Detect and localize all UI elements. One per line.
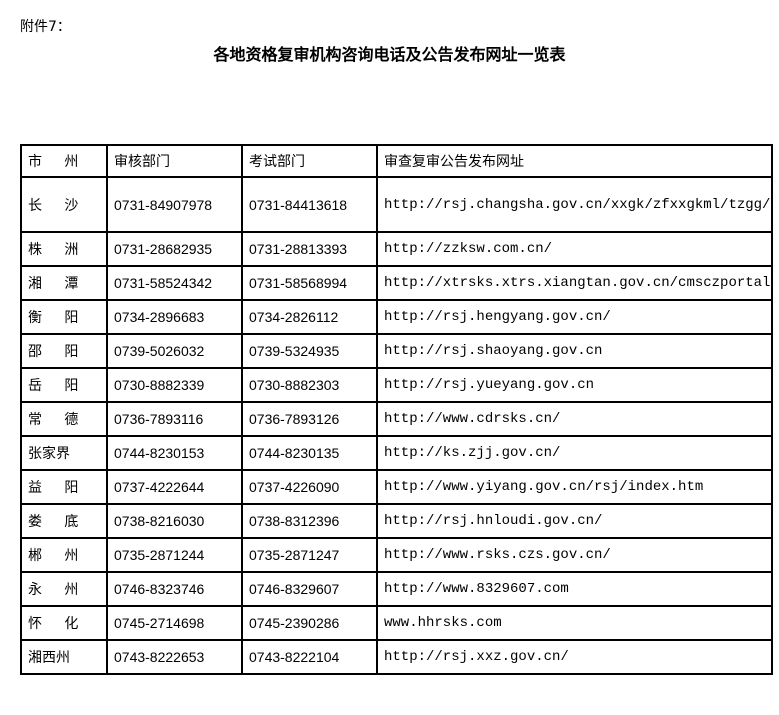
review-phone-cell: 0731-84907978 [106,176,243,233]
table-row: 常德 0736-7893116 0736-7893126 http://www.cdr… [20,401,773,437]
city-cell: 娄底 [20,503,108,539]
city-cell: 郴州 [20,537,108,573]
review-phone-cell: 0744-8230153 [106,435,243,471]
review-phone-cell: 0743-8222653 [106,639,243,675]
table-row: 永州 0746-8323746 0746-8329607 http://www.832… [20,571,773,607]
table-row: 邵阳 0739-5026032 0739-5324935 http://rsj.sha… [20,333,773,369]
contact-table: 市州 审核部门 考试部门 审查复审公告发布网址 长沙 0731-84907978 0… [20,144,773,675]
review-phone-cell: 0736-7893116 [106,401,243,437]
city-cell: 邵阳 [20,333,108,369]
city-cell: 衡阳 [20,299,108,335]
exam-phone-cell: 0738-8312396 [241,503,378,539]
url-cell[interactable]: http://ks.zjj.gov.cn/ [376,435,773,471]
exam-phone-cell: 0730-8882303 [241,367,378,403]
city-cell: 常德 [20,401,108,437]
exam-phone-cell: 0735-2871247 [241,537,378,573]
exam-phone-cell: 0731-28813393 [241,231,378,267]
review-phone-cell: 0735-2871244 [106,537,243,573]
exam-phone-cell: 0745-2390286 [241,605,378,641]
city-cell: 怀化 [20,605,108,641]
table-row: 衡阳 0734-2896683 0734-2826112 http://rsj.hen… [20,299,773,335]
table-row: 怀化 0745-2714698 0745-2390286 www.hhrsks.com [20,605,773,641]
city-cell: 株洲 [20,231,108,267]
exam-phone-cell: 0731-​84413618 [241,176,378,233]
url-cell[interactable]: http://rsj.hengyang.gov.cn/ [376,299,773,335]
url-cell[interactable]: http://rsj.shaoyang.gov.cn [376,333,773,369]
url-cell[interactable]: http://xtrsks.xtrs.xiangtan.gov.cn/cmscz… [376,265,773,301]
exam-phone-cell: 0746-8329607 [241,571,378,607]
city-cell: 益阳 [20,469,108,505]
url-cell[interactable]: http://rsj.hnloudi.gov.cn/ [376,503,773,539]
attachment-label: 附件7： [20,19,71,35]
review-phone-cell: 0737-4222644 [106,469,243,505]
city-cell: 长沙 [20,176,108,233]
url-cell[interactable]: http://www.cdrsks.cn/ [376,401,773,437]
city-cell: 湘潭 [20,265,108,301]
header-url: 审查复审公告发布网址 [376,144,773,178]
url-cell[interactable]: http://rsj.yueyang.gov.cn [376,367,773,403]
city-cell: 岳阳 [20,367,108,403]
exam-phone-cell: 0739-5324935 [241,333,378,369]
url-cell[interactable]: http://rsj.changsha.gov.cn/xxgk/zfxxgkml… [376,176,773,233]
review-phone-cell: 0746-8323746 [106,571,243,607]
exam-phone-cell: 0734-2826112 [241,299,378,335]
review-phone-cell: 0739-5026032 [106,333,243,369]
review-phone-cell: 0734-2896683 [106,299,243,335]
table-row: 长沙 0731-84907978 0731-​84413618 http://rsj.… [20,176,773,233]
url-cell[interactable]: http://rsj.xxz.gov.cn/ [376,639,773,675]
url-cell[interactable]: www.hhrsks.com [376,605,773,641]
table-row: 益阳 0737-4222644 0737-4226090 http://www.yiy… [20,469,773,505]
header-exam-dept: 考试部门 [241,144,378,178]
table-row: 张家界 0744-8230153 0744-8230135 http://ks.zjj… [20,435,773,471]
table-row: 岳阳 0730-8882339 0730-8882303 http://rsj.yue… [20,367,773,403]
exam-phone-cell: 0736-7893126 [241,401,378,437]
exam-phone-cell: 0731-58568994 [241,265,378,301]
city-cell: 张家界 [20,435,108,471]
city-cell: 湘西州 [20,639,108,675]
exam-phone-cell: 0737-4226090 [241,469,378,505]
table-row: 株洲 0731-28682935 0731-28813393 http://zzksw… [20,231,773,267]
table-row: 湘西州 0743-8222653 0743-8222104 http://rsj.xx… [20,639,773,675]
exam-phone-cell: 0743-8222104 [241,639,378,675]
url-cell[interactable]: http://www.8329607.com [376,571,773,607]
review-phone-cell: 0738-8216030 [106,503,243,539]
header-review-dept: 审核部门 [106,144,243,178]
table-header-row: 市州 审核部门 考试部门 审查复审公告发布网址 [20,144,773,178]
review-phone-cell: 0730-8882339 [106,367,243,403]
exam-phone-cell: 0744-8230135 [241,435,378,471]
city-cell: 永州 [20,571,108,607]
table-row: 郴州 0735-2871244 0735-2871247 http://www.rsk… [20,537,773,573]
review-phone-cell: 0745-2714698 [106,605,243,641]
header-city: 市州 [20,144,108,178]
url-cell[interactable]: http://www.yiyang.gov.cn/rsj/index.htm [376,469,773,505]
table-row: 娄底 0738-8216030 0738-8312396 http://rsj.hnl… [20,503,773,539]
url-cell[interactable]: http://zzksw.com.cn/ [376,231,773,267]
table-row: 湘潭 0731-58524342 0731-58568994 http://xtrsk… [20,265,773,301]
review-phone-cell: 0731-58524342 [106,265,243,301]
page-title: 各地资格复审机构咨询电话及公告发布网址一览表 [213,45,566,64]
url-cell[interactable]: http://www.rsks.czs.gov.cn/ [376,537,773,573]
review-phone-cell: 0731-28682935 [106,231,243,267]
